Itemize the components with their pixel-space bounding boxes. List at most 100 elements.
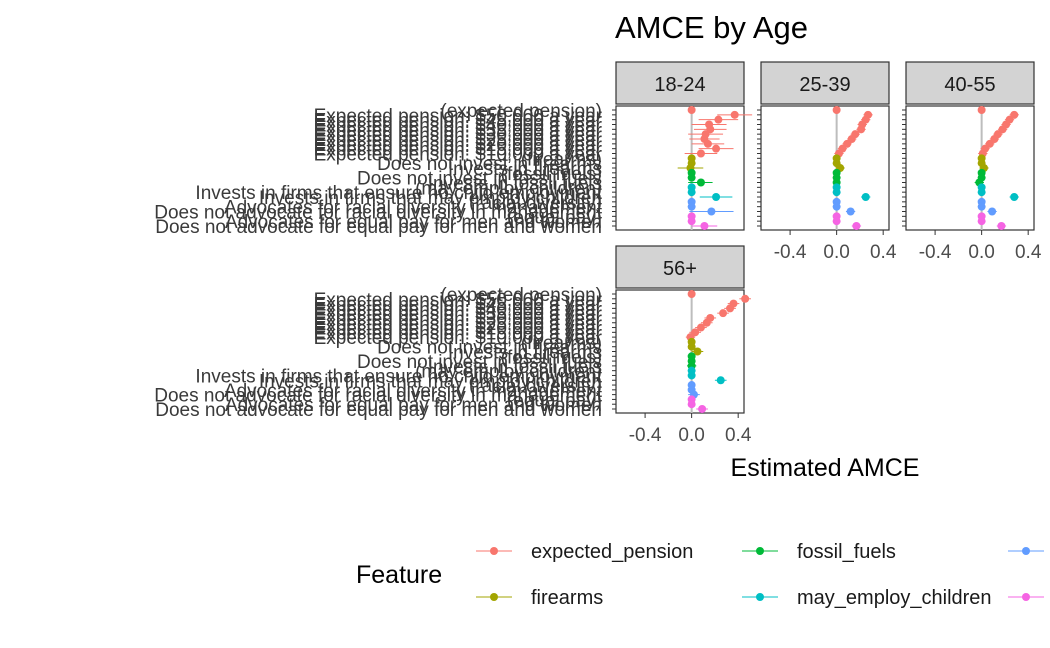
legend-item: racial_diversity	[1008, 547, 1044, 555]
y-tick-label: Does not invest in fossil fuels	[357, 169, 602, 190]
data-point	[687, 400, 696, 409]
y-tick-label: Does not advocate for equal pay for men …	[155, 400, 602, 421]
facet-strip-label: 40-55	[944, 74, 995, 96]
y-tick-label: (firearms)	[521, 333, 602, 354]
y-tick-label: Invests in firms that may employ childre…	[259, 188, 602, 209]
legend-key-point	[756, 547, 764, 555]
x-tick-label: 0.0	[968, 242, 994, 263]
data-point	[702, 318, 711, 327]
data-point	[712, 144, 721, 153]
y-tick-label: Expected pension: $15,000 a year	[314, 140, 603, 161]
legend-item: equal_pay	[1008, 593, 1044, 601]
y-tick-label: (may employ children)	[415, 362, 602, 383]
y-tick-label: (expected pension)	[440, 285, 602, 306]
y-tick-label: Does not advocate for racial diversity i…	[154, 203, 603, 224]
y-tick-label: Advocates for racial diversity in manage…	[224, 381, 603, 402]
facet-panel: 25-39 -0.4 0.0 0.4	[757, 61, 897, 263]
data-point	[977, 202, 986, 211]
facet-strip-label: 25-39	[799, 74, 850, 96]
data-point	[832, 202, 841, 211]
panel-border	[760, 105, 890, 231]
y-tick-label: Does not invest in firearms	[377, 154, 602, 175]
legend: expected_pension firearms fossil_fuels may_…	[476, 541, 1044, 609]
y-tick-label: Invests in firms that ensure no child em…	[195, 366, 602, 387]
facet-panels: 18-24(expected pension)Expected pension:…	[154, 61, 1042, 446]
facet-strip	[760, 61, 890, 105]
data-point	[696, 323, 705, 332]
x-axis-title: Estimated AMCE	[731, 454, 920, 482]
data-point	[741, 294, 750, 303]
data-point	[977, 106, 986, 114]
y-tick-label: Expected pension: $20,000 a year	[314, 319, 603, 340]
facet-panel: 56+(expected pension)Expected pension: $…	[154, 245, 752, 446]
y-tick-label: (equal pay)	[507, 390, 602, 411]
data-point	[712, 193, 721, 201]
y-tick-label: Expected pension: $45,000 a year	[314, 295, 603, 316]
legend-key-point	[490, 593, 498, 601]
y-tick-label: (may employ children)	[415, 178, 602, 199]
y-tick-label: Expected pension: $50,000 a year	[314, 106, 603, 127]
data-point	[997, 222, 1006, 230]
data-point	[687, 217, 696, 226]
legend-key-point	[1022, 593, 1030, 601]
y-tick-label: Invests in fossil fuels	[428, 174, 602, 195]
data-point	[703, 139, 712, 148]
y-tick-label: (fossil fuels)	[501, 347, 602, 368]
data-point	[977, 217, 986, 226]
data-point	[1010, 193, 1019, 201]
legend-item: fossil_fuels	[742, 541, 896, 563]
y-tick-label: (equal pay)	[507, 207, 602, 228]
legend-key-point	[756, 593, 764, 601]
x-tick-label: 0.4	[725, 425, 752, 446]
x-tick-label: 0.4	[870, 242, 897, 263]
y-tick-label: Expected pension: $30,000 a year	[314, 125, 603, 146]
x-tick-label: -0.4	[919, 242, 952, 263]
data-point	[687, 342, 696, 351]
y-tick-label: Expected pension: $35,000 a year	[314, 304, 603, 325]
chart-title: AMCE by Age	[615, 10, 808, 45]
data-point	[977, 188, 986, 197]
y-tick-label: Advocates for racial diversity in manage…	[224, 198, 603, 219]
x-tick-label: -0.4	[774, 242, 807, 263]
data-point	[696, 149, 705, 158]
data-point	[832, 217, 841, 226]
data-point	[698, 405, 707, 413]
y-tick-label: Expected pension: $10,000 a year	[314, 328, 603, 349]
y-tick-label: Does not invest in firearms	[377, 338, 602, 359]
legend-label: expected_pension	[531, 541, 693, 563]
facet-strip-label: 56+	[663, 258, 697, 280]
data-point	[687, 188, 696, 197]
y-tick-label: Expected pension: $30,000 a year	[314, 309, 603, 330]
data-point	[700, 222, 709, 230]
data-point	[988, 207, 997, 216]
legend-item: firearms	[476, 587, 603, 609]
y-tick-label: Does not advocate for racial diversity i…	[154, 386, 603, 407]
facet-strip	[905, 61, 1035, 105]
y-tick-label: Expected pension: $15,000 a year	[314, 323, 603, 344]
y-tick-label: Invests in firearms	[448, 159, 602, 180]
y-tick-label: Advocates for equal pay for men and wome…	[225, 212, 602, 233]
data-point	[693, 347, 702, 356]
y-tick-label: Expected pension: $40,000 a year	[314, 116, 603, 137]
facet-strip	[615, 61, 745, 105]
data-point	[846, 207, 855, 216]
data-point	[687, 173, 696, 182]
y-tick-label: Expected pension: $45,000 a year	[314, 111, 603, 132]
facet-strip	[615, 245, 745, 289]
data-point	[857, 125, 866, 134]
data-point	[852, 222, 861, 230]
data-point	[687, 290, 696, 298]
x-tick-label: 0.0	[823, 242, 849, 263]
data-point	[714, 115, 723, 124]
y-tick-label: (racial diversity)	[469, 376, 602, 397]
data-point	[832, 106, 841, 114]
legend-key-point	[490, 547, 498, 555]
y-tick-label: (racial diversity)	[469, 193, 602, 214]
y-tick-label: Does not advocate for equal pay for men …	[155, 217, 602, 238]
facet-panel: 40-55 -0.4 0.0 0.4	[902, 61, 1042, 263]
y-tick-label: Expected pension: $10,000 a year	[314, 145, 603, 166]
data-point	[726, 304, 735, 313]
legend-item: may_employ_children	[742, 587, 992, 609]
y-tick-label: (fossil fuels)	[501, 164, 602, 185]
